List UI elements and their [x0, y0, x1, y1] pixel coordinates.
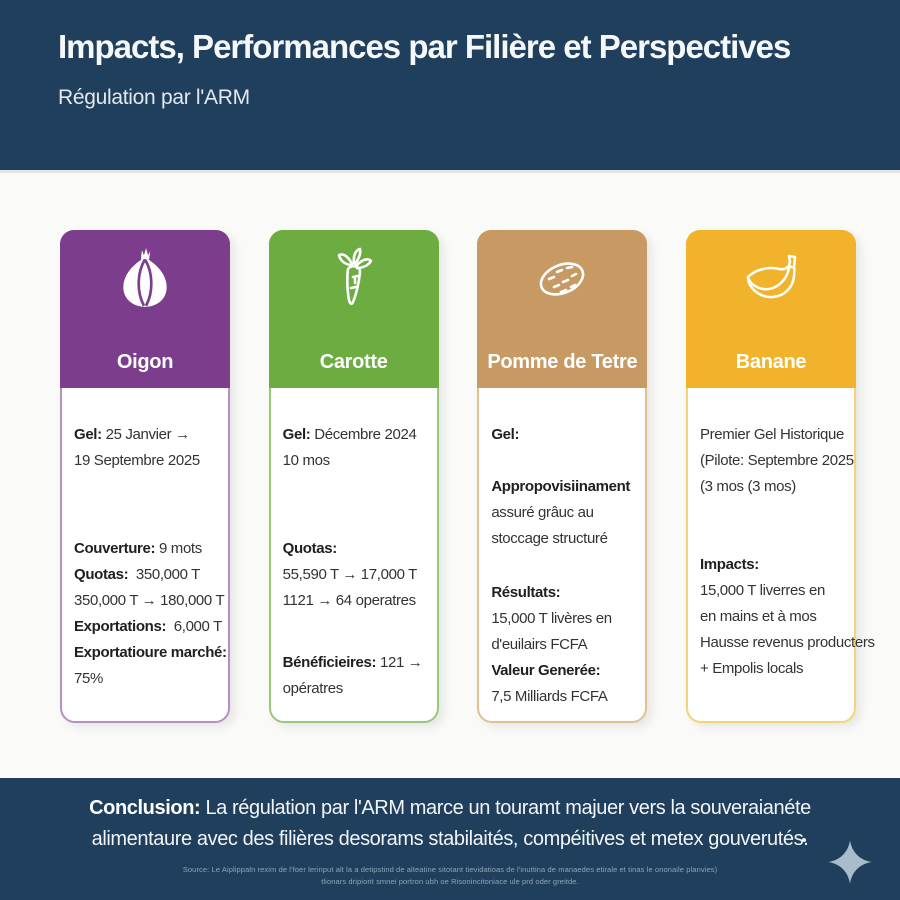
card-pomme-de-terre-body: Gel: Appropovisiinament assuré grâuc au … [479, 388, 645, 710]
text-line: Quotas: 350,000 T [74, 566, 200, 583]
card-banane-header: Banane [685, 230, 856, 388]
text-line: 15,000 T liverres en [699, 582, 825, 599]
text-line: 55,590 T → 17,000 T [282, 566, 418, 583]
crop-cards-row: Oigon Gel: 25 Janvier → 19 Septembre 202… [60, 230, 875, 723]
banana-icon [686, 246, 856, 310]
text-line: 10 mos [282, 452, 330, 469]
text-line: Gel: [491, 426, 520, 443]
onion-icon [60, 246, 230, 312]
text-line: 350,000 T → 180,000 T [74, 592, 225, 609]
card-carotte-title: Carotte [319, 351, 388, 373]
card-oignon: Oigon Gel: 25 Janvier → 19 Septembre 202… [60, 230, 230, 723]
card-banane-title: Banane [735, 351, 807, 373]
text-line: opératres [282, 680, 344, 697]
text-line: (Pilote: Septembre 2025 [699, 452, 854, 469]
text-line: en mains et à mos [699, 608, 817, 625]
text-line: Appropovisiinament [491, 478, 631, 495]
info-block: Résultats: 15,000 T livères en d'euilair… [491, 580, 634, 710]
text-line: Exportations: 6,000 T [74, 618, 222, 635]
source-note: Source: Le Aiplippaln rexim de l'foer le… [0, 864, 900, 888]
header-band: Impacts, Performances par Filière et Per… [0, 0, 900, 173]
potato-icon [477, 246, 647, 310]
card-carotte: Carotte Gel: Décembre 2024 10 mos Quotas… [268, 230, 439, 723]
text-line: Valeur Generée: [491, 662, 601, 679]
info-block: Premier Gel Historique (Pilote: Septembr… [699, 422, 854, 500]
text-line: Gel: 25 Janvier → [74, 426, 190, 443]
text-line: Quotas: [282, 540, 338, 557]
footer-band: Conclusion: La régulation par l'ARM marc… [0, 778, 900, 900]
text-line: 1121 → 64 operatres [282, 592, 417, 609]
card-banane-body: Premier Gel Historique (Pilote: Septembr… [688, 388, 875, 682]
text-line: assuré grâuc au [491, 504, 594, 521]
info-block: Gel: Décembre 2024 10 mos [283, 422, 426, 474]
text-line: (3 mos (3 mos) [699, 478, 796, 495]
conclusion-text: Conclusion: La régulation par l'ARM marc… [89, 797, 811, 850]
card-banane: Banane Premier Gel Historique (Pilote: S… [685, 230, 875, 723]
text-line: + Empolis locals [699, 660, 804, 677]
text-line: 75% [74, 670, 103, 687]
card-pomme-de-terre-header: Pomme de Tetre [477, 230, 648, 388]
card-oignon-title: Oigon [116, 351, 174, 373]
text-line: Impacts: [699, 556, 759, 573]
info-block: Appropovisiinament assuré grâuc au stocc… [491, 474, 634, 552]
text-line: Bénéficieires: 121 → [282, 654, 423, 671]
page-title: Impacts, Performances par Filière et Per… [58, 28, 791, 65]
text-line: Exportatioure marché: [74, 644, 227, 661]
page-subtitle: Régulation par l'ARM [58, 86, 250, 109]
info-block: Quotas: 55,590 T → 17,000 T 1121 → 64 op… [283, 536, 426, 614]
text-line: 15,000 T livères en [491, 610, 612, 627]
source-line: Source: Le Aiplippaln rexim de l'foer le… [182, 865, 718, 874]
info-block: Gel: [491, 422, 634, 448]
card-oignon-header: Oigon [60, 230, 230, 388]
text-line: stoccage structuré [491, 530, 608, 547]
info-block: Bénéficieires: 121 → opératres [283, 650, 426, 702]
info-block: Impacts: 15,000 T liverres en en mains e… [699, 552, 875, 682]
source-line: tlionars dripiorit smnei portron ubh oe … [321, 877, 579, 886]
text-line: d'euilairs FCFA [491, 636, 588, 653]
conclusion-label: Conclusion: [89, 797, 201, 819]
text-line: 7,5 Milliards FCFA [491, 688, 608, 705]
text-line: Hausse revenus producters [699, 634, 875, 651]
info-block: Couverture: 9 mots Quotas: 350,000 T 350… [74, 536, 227, 692]
card-carotte-header: Carotte [268, 230, 439, 388]
text-line: Premier Gel Historique [699, 426, 844, 443]
card-pomme-de-terre: Pomme de Tetre Gel: Appropovisiinament a… [477, 230, 648, 723]
carrot-icon [269, 246, 439, 310]
text-line: 19 Septembre 2025 [74, 452, 200, 469]
dot-decoration [802, 838, 806, 842]
text-line: Gel: Décembre 2024 [282, 426, 417, 443]
card-carotte-body: Gel: Décembre 2024 10 mos Quotas: 55,590… [271, 388, 437, 702]
card-oignon-body: Gel: 25 Janvier → 19 Septembre 2025 Couv… [62, 388, 228, 692]
sparkle-icon [828, 840, 872, 884]
text-line: Résultats: [491, 584, 561, 601]
text-line: Couverture: 9 mots [74, 540, 202, 557]
info-block: Gel: 25 Janvier → 19 Septembre 2025 [74, 422, 217, 474]
card-pomme-de-terre-title: Pomme de Tetre [487, 351, 638, 373]
